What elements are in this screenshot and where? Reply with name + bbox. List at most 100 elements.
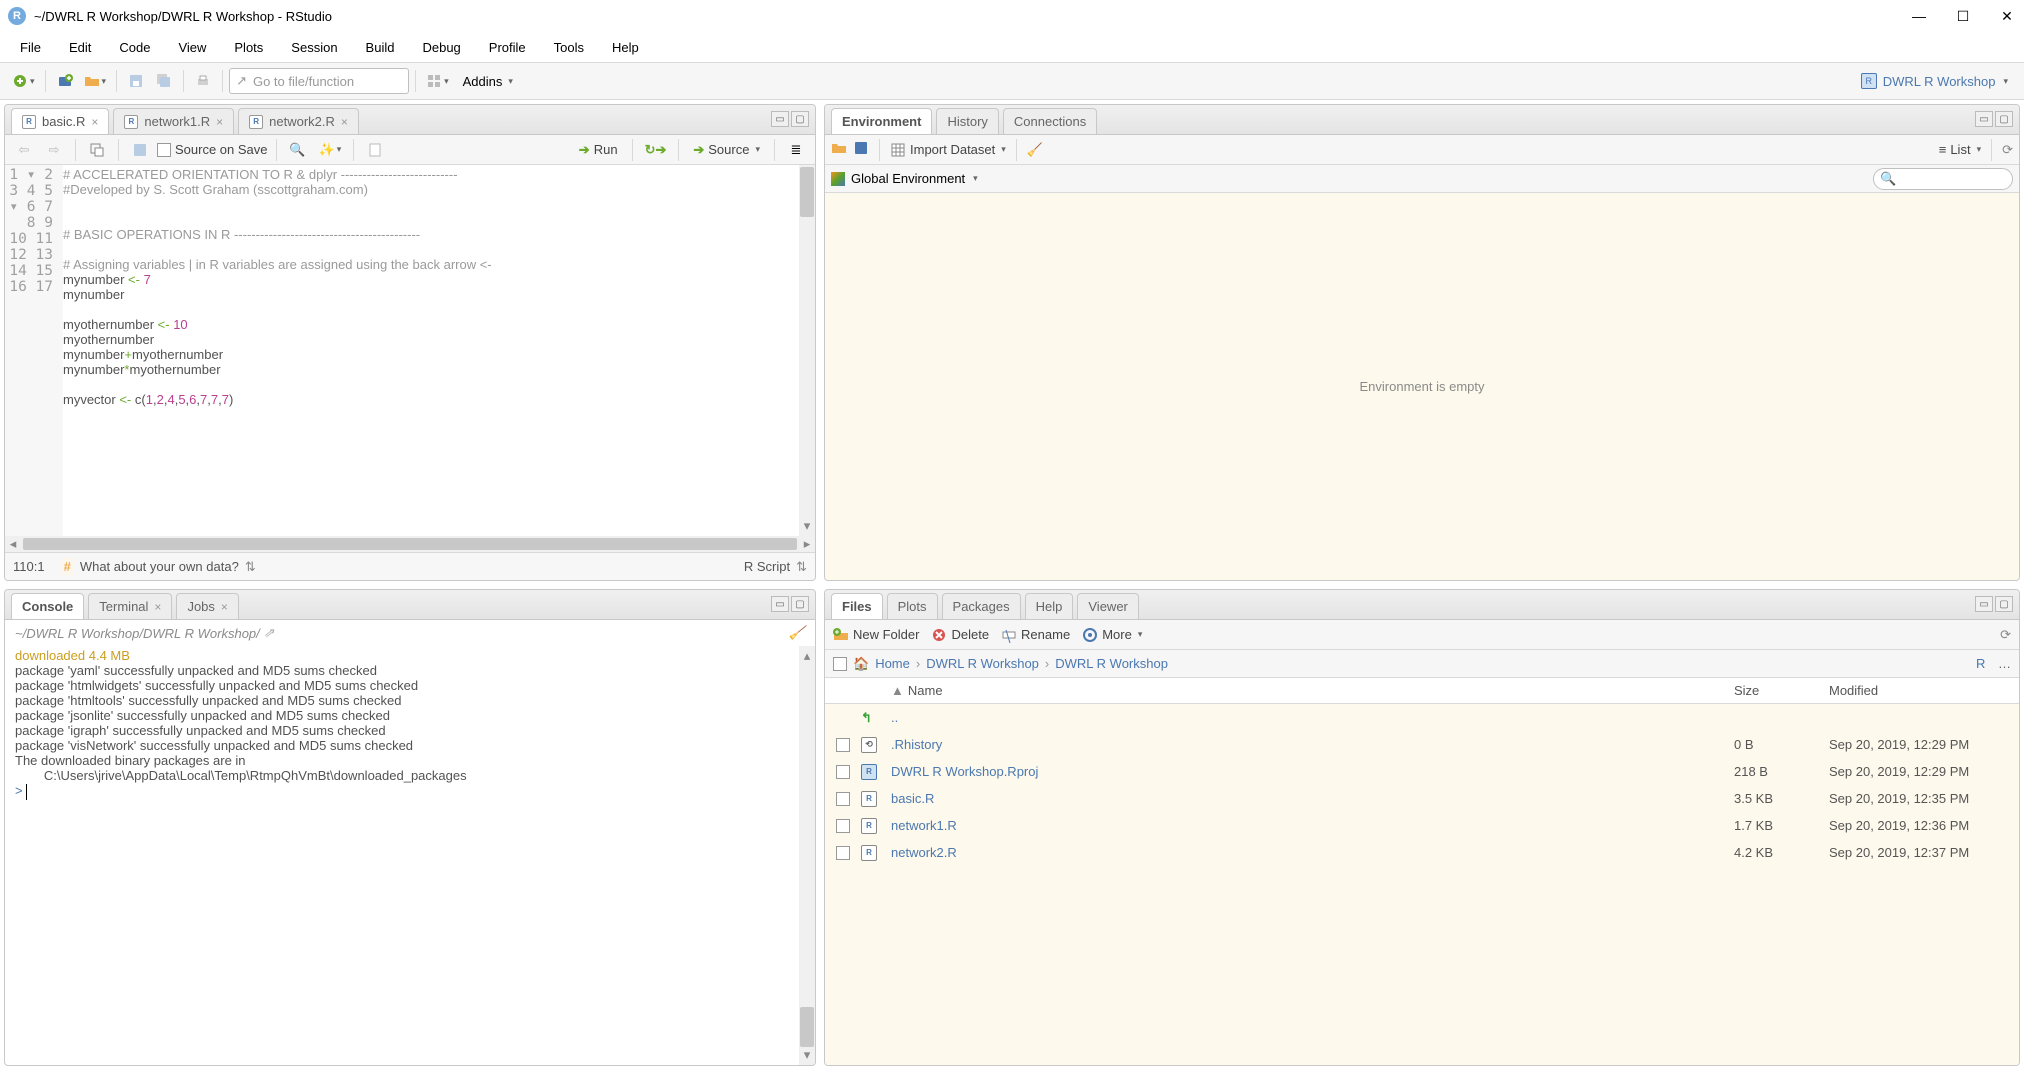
env-search-input[interactable]: 🔍 xyxy=(1873,168,2013,190)
file-row[interactable]: RDWRL R Workshop.Rproj218 BSep 20, 2019,… xyxy=(825,758,2019,785)
file-row[interactable]: Rbasic.R3.5 KBSep 20, 2019, 12:35 PM xyxy=(825,785,2019,812)
vertical-scrollbar[interactable]: ▾ xyxy=(799,165,815,536)
save-button[interactable] xyxy=(123,68,149,94)
tab-terminal[interactable]: Terminal× xyxy=(88,593,172,619)
menu-build[interactable]: Build xyxy=(354,36,407,59)
rerun-button[interactable]: ↻➔ xyxy=(641,137,671,163)
more-path-icon[interactable]: … xyxy=(1998,656,2011,671)
select-all-checkbox[interactable] xyxy=(833,657,847,671)
file-name[interactable]: network1.R xyxy=(889,818,1734,833)
file-type-label[interactable]: R Script xyxy=(744,559,790,574)
close-icon[interactable]: × xyxy=(91,115,98,129)
source-tab[interactable]: Rnetwork2.R× xyxy=(238,108,359,134)
tab-plots[interactable]: Plots xyxy=(887,593,938,619)
pane-max-icon[interactable]: ▢ xyxy=(1995,596,2013,612)
code-editor[interactable]: # ACCELERATED ORIENTATION TO R & dplyr -… xyxy=(63,165,799,536)
list-view-button[interactable]: ≡ List▾ xyxy=(1939,142,1981,157)
menu-view[interactable]: View xyxy=(166,36,218,59)
print-button[interactable] xyxy=(190,68,216,94)
menu-debug[interactable]: Debug xyxy=(410,36,472,59)
close-icon[interactable]: × xyxy=(341,115,348,129)
header-modified[interactable]: Modified xyxy=(1829,683,2019,698)
menu-edit[interactable]: Edit xyxy=(57,36,103,59)
forward-button[interactable]: ⇨ xyxy=(41,137,67,163)
open-file-button[interactable]: ▾ xyxy=(80,68,111,94)
tab-history[interactable]: History xyxy=(936,108,998,134)
close-icon[interactable]: × xyxy=(221,600,228,614)
go-to-project-icon[interactable]: R xyxy=(1976,656,1992,672)
goto-file-input[interactable]: ↗Go to file/function xyxy=(229,68,409,94)
close-icon[interactable]: × xyxy=(154,600,161,614)
rename-button[interactable]: Rename xyxy=(1001,627,1070,643)
save-all-button[interactable] xyxy=(151,68,177,94)
tab-packages[interactable]: Packages xyxy=(942,593,1021,619)
file-checkbox[interactable] xyxy=(836,765,850,779)
outline-button[interactable]: ≣ xyxy=(783,137,809,163)
pane-min-icon[interactable]: ▭ xyxy=(1975,111,1993,127)
file-row[interactable]: ⟲.Rhistory0 BSep 20, 2019, 12:29 PM xyxy=(825,731,2019,758)
tab-connections[interactable]: Connections xyxy=(1003,108,1097,134)
new-file-button[interactable]: ▾ xyxy=(8,68,39,94)
refresh-env-icon[interactable]: ⟳ xyxy=(2002,142,2013,158)
menu-tools[interactable]: Tools xyxy=(542,36,596,59)
import-dataset-button[interactable]: Import Dataset▾ xyxy=(890,142,1006,158)
pane-max-icon[interactable]: ▢ xyxy=(1995,111,2013,127)
maximize-button[interactable]: ☐ xyxy=(1954,7,1972,25)
menu-session[interactable]: Session xyxy=(279,36,349,59)
project-menu[interactable]: RDWRL R Workshop▾ xyxy=(1853,68,2016,94)
grid-button[interactable]: ▾ xyxy=(422,68,453,94)
pane-max-icon[interactable]: ▢ xyxy=(791,111,809,127)
file-checkbox[interactable] xyxy=(836,846,850,860)
menu-plots[interactable]: Plots xyxy=(222,36,275,59)
source-on-save-checkbox[interactable] xyxy=(157,143,171,157)
save-workspace-icon[interactable] xyxy=(853,140,869,159)
console-path-arrow-icon[interactable]: ⇗ xyxy=(263,625,274,641)
pane-min-icon[interactable]: ▭ xyxy=(1975,596,1993,612)
file-name[interactable]: network2.R xyxy=(889,845,1734,860)
clear-console-icon[interactable]: 🧹 xyxy=(789,625,805,641)
tab-viewer[interactable]: Viewer xyxy=(1077,593,1139,619)
source-button[interactable]: ➔Source▾ xyxy=(687,142,766,158)
file-name[interactable]: basic.R xyxy=(889,791,1734,806)
new-folder-button[interactable]: New Folder xyxy=(833,627,919,643)
env-scope-label[interactable]: Global Environment xyxy=(851,171,965,186)
addins-menu[interactable]: Addins▾ xyxy=(455,68,521,94)
more-button[interactable]: More▾ xyxy=(1082,627,1142,643)
breadcrumb-home[interactable]: Home xyxy=(875,656,910,671)
breadcrumb-2[interactable]: DWRL R Workshop xyxy=(1055,656,1168,671)
tab-files[interactable]: Files xyxy=(831,593,883,619)
file-name[interactable]: DWRL R Workshop.Rproj xyxy=(889,764,1734,779)
minimize-button[interactable]: — xyxy=(1910,7,1928,25)
up-directory-row[interactable]: ↰ .. xyxy=(825,704,2019,731)
menu-file[interactable]: File xyxy=(8,36,53,59)
console-output[interactable]: downloaded 4.4 MBpackage 'yaml' successf… xyxy=(5,646,815,1065)
wand-button[interactable]: ✨▾ xyxy=(315,137,346,163)
pane-min-icon[interactable]: ▭ xyxy=(771,596,789,612)
menu-help[interactable]: Help xyxy=(600,36,651,59)
tab-jobs[interactable]: Jobs× xyxy=(176,593,238,619)
outline-updown-icon[interactable]: ⇅ xyxy=(245,559,256,575)
outline-label[interactable]: What about your own data? xyxy=(80,559,239,574)
filetype-updown-icon[interactable]: ⇅ xyxy=(796,559,807,575)
file-checkbox[interactable] xyxy=(836,738,850,752)
breadcrumb-1[interactable]: DWRL R Workshop xyxy=(926,656,1039,671)
source-tab[interactable]: Rnetwork1.R× xyxy=(113,108,234,134)
refresh-files-icon[interactable]: ⟳ xyxy=(2000,627,2011,643)
file-row[interactable]: Rnetwork1.R1.7 KBSep 20, 2019, 12:36 PM xyxy=(825,812,2019,839)
new-project-button[interactable] xyxy=(52,68,78,94)
tab-console[interactable]: Console xyxy=(11,593,84,619)
notebook-button[interactable] xyxy=(362,137,388,163)
source-tab[interactable]: Rbasic.R× xyxy=(11,108,109,134)
tab-environment[interactable]: Environment xyxy=(831,108,932,134)
pane-max-icon[interactable]: ▢ xyxy=(791,596,809,612)
save-source-button[interactable] xyxy=(127,137,153,163)
find-button[interactable]: 🔍 xyxy=(285,137,311,163)
load-workspace-icon[interactable] xyxy=(831,140,847,159)
menu-code[interactable]: Code xyxy=(107,36,162,59)
horizontal-scrollbar[interactable]: ◂▸ xyxy=(5,536,815,552)
run-button[interactable]: ➔Run xyxy=(573,142,624,158)
header-name[interactable]: ▲Name xyxy=(889,683,1734,698)
clear-env-icon[interactable]: 🧹 xyxy=(1027,142,1043,158)
back-button[interactable]: ⇦ xyxy=(11,137,37,163)
header-size[interactable]: Size xyxy=(1734,683,1829,698)
